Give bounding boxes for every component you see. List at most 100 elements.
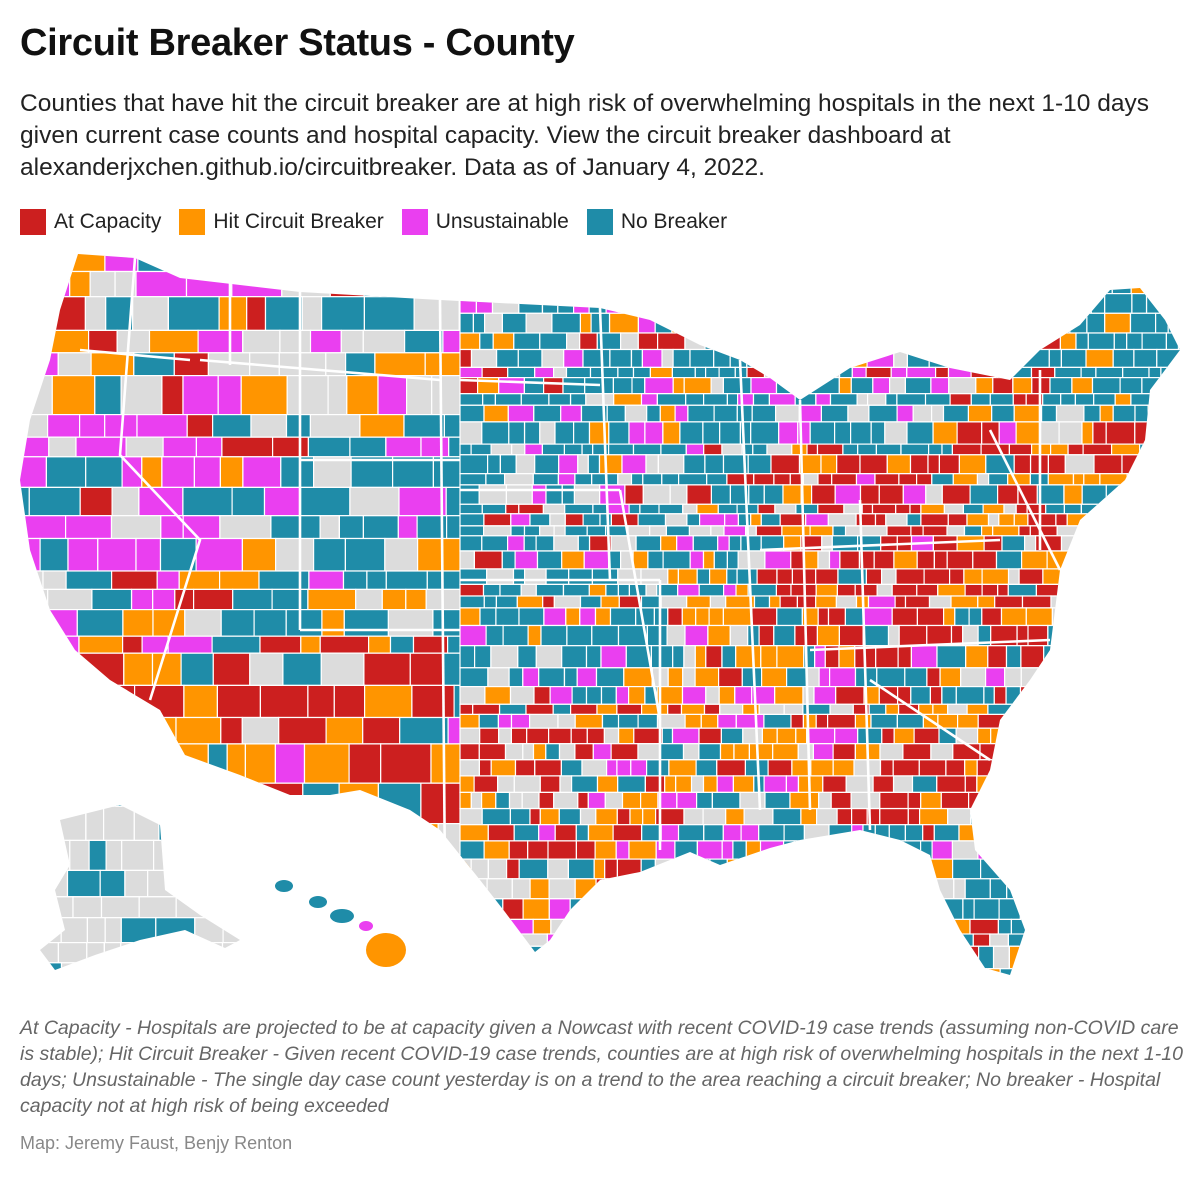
county [764,878,787,900]
county [498,945,526,970]
county [264,296,303,332]
county [838,624,864,647]
county [932,421,958,445]
county [665,525,691,537]
county [906,421,934,445]
county [804,332,821,351]
county [1139,988,1151,995]
county [220,716,243,745]
county [866,918,889,935]
county [740,824,760,842]
county [649,366,674,379]
county [1083,791,1104,810]
county [872,775,895,794]
county [479,332,494,351]
county [1105,484,1124,505]
county [751,312,771,334]
county [726,858,755,880]
county [993,686,1007,705]
county [640,858,656,880]
county [1164,686,1180,705]
county [888,376,906,395]
county [579,595,602,609]
county [998,421,1017,445]
county [746,366,766,379]
county [64,515,113,540]
county [226,743,246,784]
county [148,941,192,964]
county [344,537,386,572]
county [1195,776,1200,793]
county [120,374,163,416]
county [702,550,715,570]
county [434,896,470,924]
county [629,807,644,826]
state-borders [79,257,1062,881]
county [1014,713,1028,729]
county [733,743,750,761]
county [717,535,730,552]
county [676,535,694,552]
county [587,824,614,842]
county [1069,550,1100,570]
county [1054,703,1075,716]
county [983,686,995,705]
county [495,607,520,627]
county [1003,667,1022,688]
county [719,743,735,761]
county [1060,535,1081,552]
county [360,896,403,924]
county [558,454,579,475]
county [20,270,39,298]
county [885,393,898,406]
county [31,652,80,687]
county [472,312,486,334]
county [811,840,834,860]
county [1179,583,1180,597]
county [529,878,550,900]
state-border [118,257,202,701]
county [849,421,872,445]
county [724,513,740,527]
state-border [738,359,762,811]
county [856,393,869,406]
county [249,840,288,870]
county [964,583,983,597]
county [545,743,561,761]
county [184,609,222,637]
county [532,743,547,761]
county [72,896,103,919]
state-border [759,538,1001,552]
county [389,635,415,654]
county [1086,775,1116,794]
county [1096,988,1114,995]
county [1080,824,1110,842]
county [746,348,765,368]
county [991,254,1018,271]
county [780,898,810,920]
county [498,376,526,395]
county [133,805,160,841]
county [694,366,707,379]
county [964,775,978,794]
county [582,513,601,527]
county [1058,421,1083,445]
county [599,513,612,527]
county [891,583,918,597]
county [608,421,630,445]
county [600,645,627,669]
county [616,703,643,716]
county [459,713,480,729]
county [666,624,686,647]
county [1125,686,1138,705]
county [1094,645,1120,669]
county [1133,968,1151,975]
county [660,595,688,609]
county [664,775,677,794]
county [812,743,834,761]
county [518,503,544,515]
county [48,684,71,719]
county [548,898,571,920]
county [538,824,556,842]
county [706,933,722,947]
